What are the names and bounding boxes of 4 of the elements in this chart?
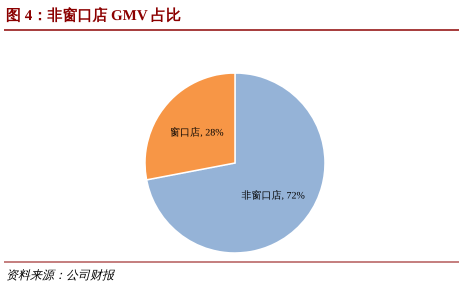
chart-title: 图 4：非窗口店 GMV 占比 [6, 6, 182, 24]
text: 资料来源：公司财报 [6, 268, 115, 282]
slice-label: 非窗口店, 72% [241, 190, 305, 202]
slice-label: 窗口店, 28% [170, 126, 224, 138]
